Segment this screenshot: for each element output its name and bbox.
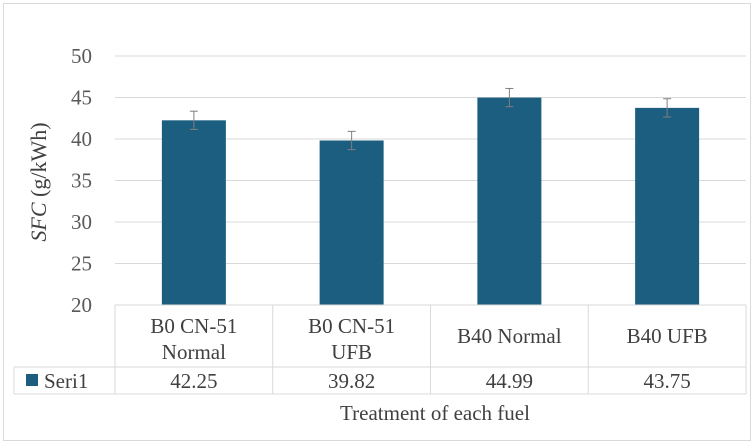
y-axis-label-unit: (g/kWh)	[26, 122, 51, 202]
category-label: B0 CN-51	[150, 314, 237, 338]
x-axis-label: Treatment of each fuel	[340, 401, 530, 425]
bar	[635, 107, 700, 305]
category-label: B0 CN-51	[308, 314, 395, 338]
y-tick-label: 30	[71, 210, 92, 234]
legend-swatch	[26, 374, 38, 386]
y-tick-label: 25	[71, 252, 92, 276]
y-tick-label: 45	[71, 86, 92, 110]
bar	[319, 140, 384, 305]
data-value-label: 44.99	[486, 369, 533, 393]
legend-label: Seri1	[44, 369, 88, 393]
y-tick-label: 40	[71, 127, 92, 151]
y-tick-label: 50	[71, 44, 92, 68]
category-label: UFB	[331, 340, 372, 364]
y-axis-label-symbol: SFC	[26, 202, 51, 241]
category-label: B40 UFB	[627, 324, 708, 348]
y-axis-label: SFC (g/kWh)	[26, 122, 51, 241]
bar	[477, 97, 542, 305]
bar	[161, 120, 226, 305]
category-label: Normal	[162, 340, 226, 364]
y-tick-label: 20	[71, 293, 92, 317]
data-value-label: 43.75	[644, 369, 691, 393]
category-label: B40 Normal	[457, 324, 562, 348]
data-value-label: 42.25	[170, 369, 217, 393]
y-tick-label: 35	[71, 169, 92, 193]
error-bars	[189, 87, 672, 151]
data-value-label: 39.82	[328, 369, 375, 393]
y-axis-ticks: 20 25 30 35 40 45 50	[71, 44, 92, 317]
bars	[161, 97, 700, 305]
